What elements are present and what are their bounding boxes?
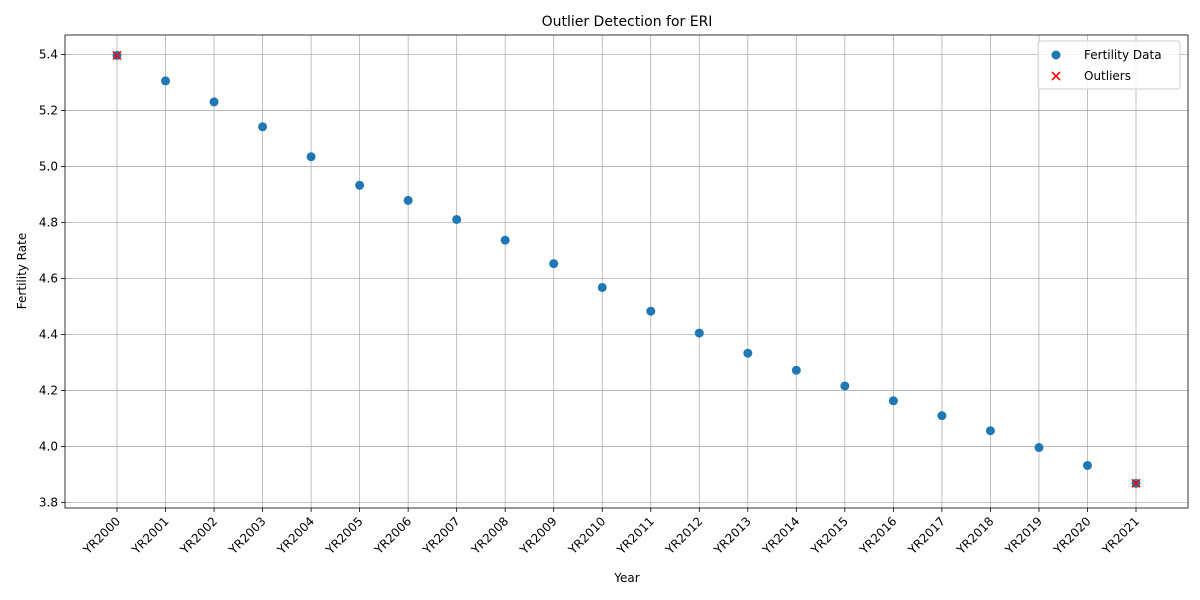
data-point [840,381,850,391]
data-point [161,76,171,86]
data-point [1082,460,1092,470]
x-axis-label: Year [613,571,639,585]
data-point [209,97,219,107]
data-point [888,396,898,406]
data-point [403,195,413,205]
y-tick-label: 4.8 [39,216,58,230]
data-point [694,328,704,338]
data-point [597,282,607,292]
grid-lines [65,35,1188,508]
legend-label-outliers: Outliers [1084,69,1131,83]
data-point [258,122,268,132]
plot-frame [64,34,1189,509]
y-tick-label: 5.0 [39,160,58,174]
data-point [452,214,462,224]
y-tick-label: 4.6 [39,271,58,285]
y-tick-label: 5.4 [39,48,58,62]
legend-box [1037,40,1181,90]
outlier-point [112,50,122,60]
data-point [306,152,316,162]
legend-marker-fertility [1051,50,1061,60]
legend-marker-outliers [1051,71,1061,81]
legend-label-fertility: Fertility Data [1084,48,1162,62]
y-tick-label: 4.4 [39,327,58,341]
outlier-point [1131,478,1141,488]
data-point [791,365,801,375]
data-points [112,50,1141,488]
data-point [355,180,365,190]
data-point [985,426,995,436]
y-axis-label: Fertility Rate [15,233,29,309]
data-point [937,411,947,421]
legend: Fertility Data Outliers [1037,40,1181,90]
data-point [500,235,510,245]
y-tick-label: 3.8 [39,495,58,509]
y-tick-label: 5.2 [39,104,58,118]
data-point [646,306,656,316]
chart-title: Outlier Detection for ERI [542,14,713,30]
y-tick-label: 4.2 [39,383,58,397]
data-point [1034,443,1044,453]
data-point [549,259,559,269]
data-point [743,348,753,358]
y-tick-label: 4.0 [39,439,58,453]
